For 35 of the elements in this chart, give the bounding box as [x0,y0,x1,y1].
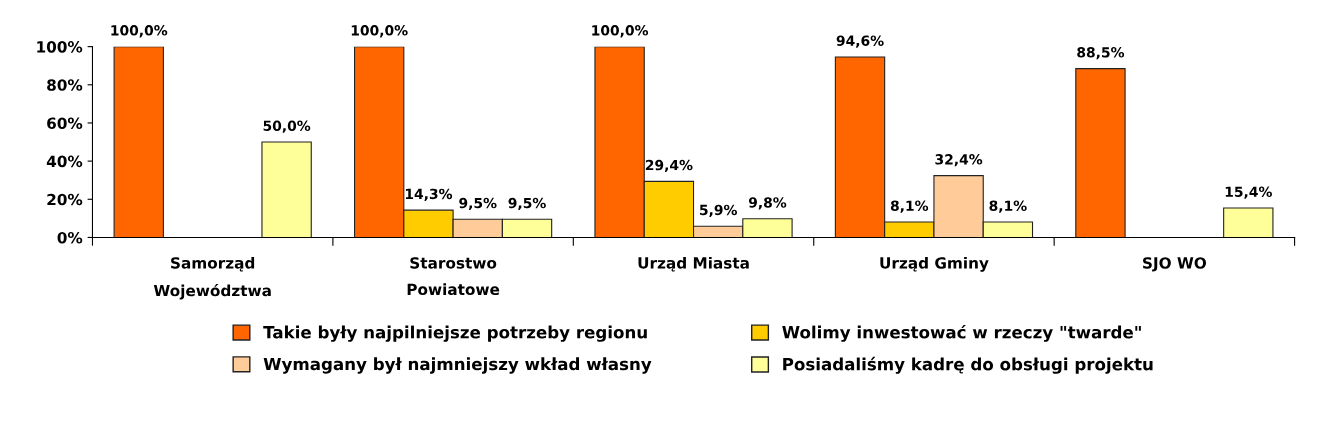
x-tick-label: Samorząd Województwa [153,256,271,300]
x-tick-label: Urząd Miasta [638,256,749,272]
data-label: 32,4% [935,154,983,167]
data-label: 88,5% [1077,47,1125,60]
y-tick-label: 20% [47,193,83,206]
data-label: 9,8% [748,197,787,210]
data-label: 5,9% [699,204,737,217]
data-label: 94,6% [836,35,884,48]
x-tick-label: SJO WO [1143,257,1207,272]
legend-label: Wymagany był najmniejszy wkład własny [263,357,652,374]
y-tick-label: 100% [37,41,83,53]
data-label: 100,0% [351,25,408,38]
data-label: 50,0% [263,120,311,133]
data-label: 8,1% [989,200,1027,213]
y-tick-label: 60% [47,117,83,129]
data-label: 15,4% [1225,186,1272,199]
x-tick-label: Starostwo Powiatowe [407,257,500,296]
x-tick-label: Urząd Gminy [880,256,989,272]
data-label: 8,1% [890,200,929,213]
bar [1223,207,1274,238]
data-label: 14,3% [405,188,453,201]
bar [1075,68,1126,238]
data-label: 9,5% [459,197,497,211]
data-label: 100,0% [592,25,649,38]
y-tick-label: 40% [46,155,83,168]
bar [261,141,312,238]
y-tick-label: 80% [47,79,83,91]
y-tick-label: 0% [57,231,83,244]
legend-label: Posiadaliśmy kadrę do obsługi projektu [783,356,1153,374]
data-label: 29,4% [645,159,693,173]
data-label: 100,0% [111,25,168,38]
legend-label: Takie były najpilniejsze potrzeby regionu [263,325,647,342]
legend-label: Wolimy inwestować w rzeczy "twarde" [782,324,1141,342]
data-label: 9,5% [508,197,546,211]
bar [113,46,164,238]
